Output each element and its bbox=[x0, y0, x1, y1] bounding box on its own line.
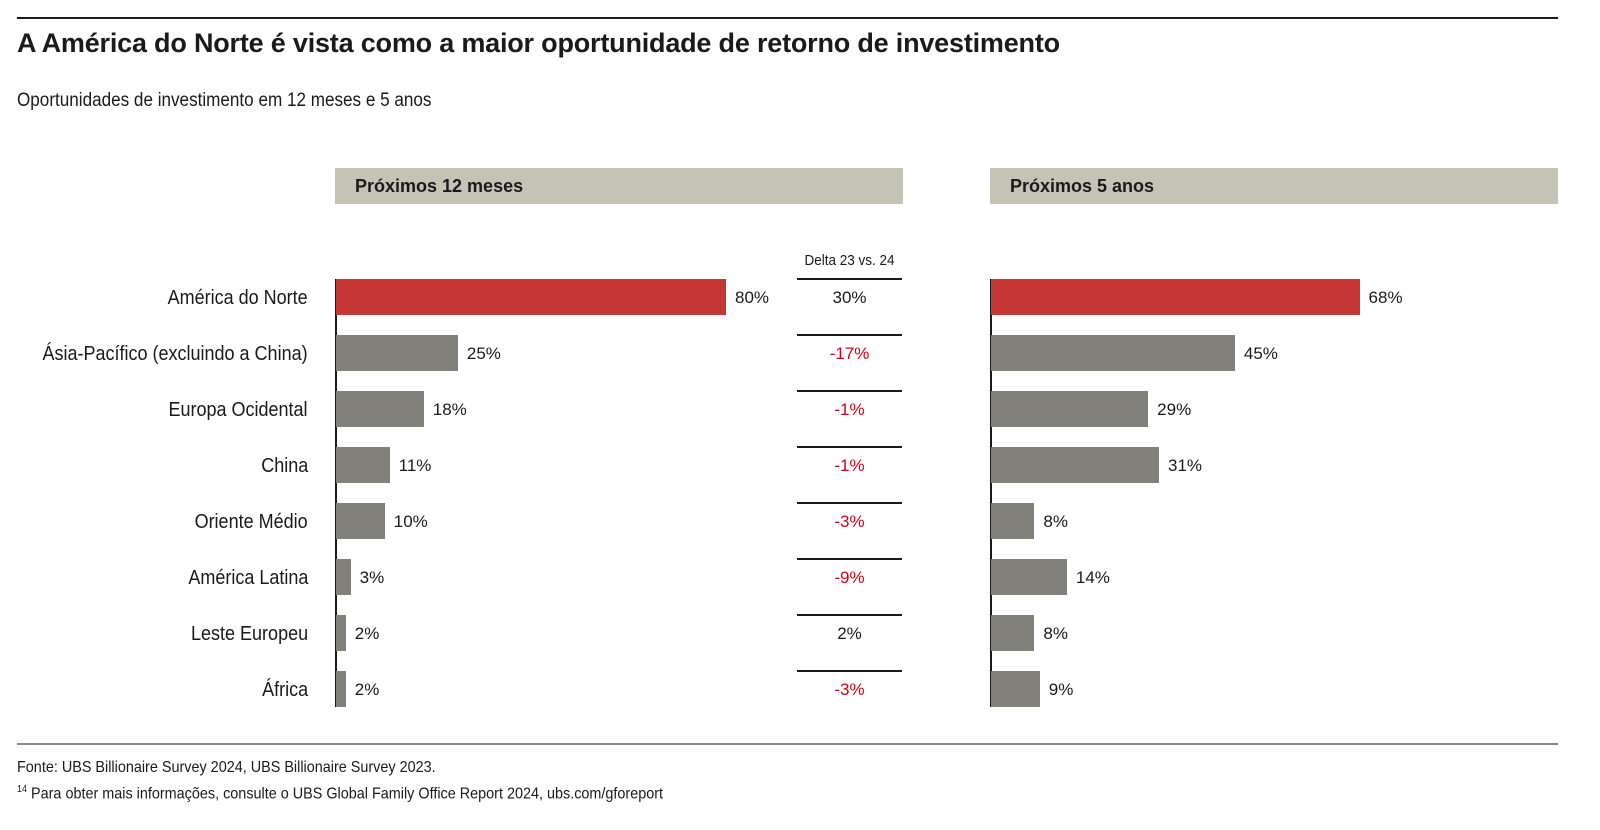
value-label: 80% bbox=[735, 288, 770, 307]
delta-value: -3% bbox=[834, 512, 865, 531]
value-label: 8% bbox=[1043, 512, 1068, 531]
delta-rule bbox=[797, 670, 902, 672]
category-label: China bbox=[260, 455, 308, 477]
delta-value: -9% bbox=[834, 568, 865, 587]
delta-rule bbox=[797, 558, 902, 560]
chart-title: A América do Norte é vista como a maior … bbox=[17, 28, 1060, 58]
value-label: 31% bbox=[1168, 456, 1203, 475]
bar bbox=[336, 447, 390, 483]
value-label: 11% bbox=[398, 456, 432, 475]
value-label: 2% bbox=[354, 680, 380, 699]
bar bbox=[336, 615, 346, 651]
delta-value: 2% bbox=[837, 624, 862, 643]
value-label: 9% bbox=[1048, 680, 1074, 699]
delta-rule bbox=[797, 278, 902, 280]
chart-subtitle: Oportunidades de investimento em 12 mese… bbox=[17, 90, 432, 111]
panel-header-12-months: Próximos 12 meses bbox=[335, 168, 903, 204]
value-label: 10% bbox=[393, 512, 428, 531]
bar bbox=[991, 503, 1035, 539]
bar bbox=[336, 671, 346, 707]
top-rule bbox=[17, 17, 1558, 19]
footnote-text: Para obter mais informações, consulte o … bbox=[31, 785, 664, 803]
bar bbox=[336, 559, 351, 595]
bar bbox=[991, 391, 1149, 427]
value-label: 2% bbox=[354, 624, 380, 643]
category-label: América do Norte bbox=[167, 287, 308, 309]
footnote-marker: 14 bbox=[17, 784, 28, 795]
category-label: Europa Ocidental bbox=[168, 399, 308, 421]
category-label: Leste Europeu bbox=[190, 623, 308, 645]
bar bbox=[991, 559, 1067, 595]
bar bbox=[336, 335, 458, 371]
delta-value: -1% bbox=[834, 400, 865, 419]
delta-value: -1% bbox=[834, 456, 865, 475]
delta-value: -3% bbox=[834, 680, 865, 699]
category-label: Ásia-Pacífico (excluindo a China) bbox=[42, 343, 308, 365]
panel-header-5-years: Próximos 5 anos bbox=[990, 168, 1558, 204]
delta-value: -17% bbox=[829, 344, 870, 363]
delta-rule bbox=[797, 614, 902, 616]
delta-rule bbox=[797, 334, 902, 336]
value-label: 68% bbox=[1368, 288, 1403, 307]
footnote: 14 Para obter mais informações, consulte… bbox=[17, 784, 663, 803]
axis-line-5-years bbox=[990, 279, 992, 707]
value-label: 45% bbox=[1243, 344, 1278, 363]
value-label: 8% bbox=[1043, 624, 1068, 643]
category-label: América Latina bbox=[187, 567, 308, 589]
value-label: 29% bbox=[1157, 400, 1192, 419]
bar bbox=[991, 335, 1235, 371]
delta-rule bbox=[797, 502, 902, 504]
value-label: 25% bbox=[466, 344, 501, 363]
delta-rule bbox=[797, 390, 902, 392]
value-label: 18% bbox=[432, 400, 467, 419]
bar bbox=[991, 615, 1035, 651]
source-note: Fonte: UBS Billionaire Survey 2024, UBS … bbox=[17, 759, 436, 776]
bar bbox=[336, 391, 424, 427]
delta-value: 30% bbox=[832, 288, 867, 307]
value-label: 14% bbox=[1075, 568, 1110, 587]
value-label: 3% bbox=[359, 568, 385, 587]
bar bbox=[991, 279, 1360, 315]
bar bbox=[336, 279, 726, 315]
axis-line-12-months bbox=[335, 279, 337, 707]
bottom-rule bbox=[17, 743, 1558, 745]
delta-rule bbox=[797, 446, 902, 448]
bar bbox=[336, 503, 385, 539]
delta-header: Delta 23 vs. 24 bbox=[804, 252, 895, 269]
category-label: Oriente Médio bbox=[194, 511, 308, 533]
bar bbox=[991, 671, 1040, 707]
category-label: África bbox=[261, 679, 308, 701]
bar bbox=[991, 447, 1160, 483]
